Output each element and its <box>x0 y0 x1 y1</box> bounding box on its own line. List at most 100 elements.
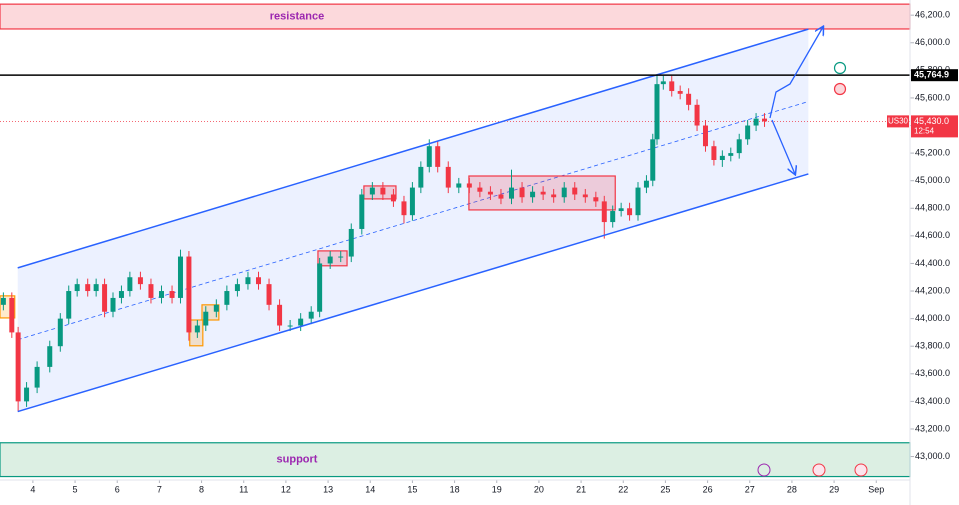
candle-body <box>234 284 240 292</box>
candle-body <box>15 332 21 402</box>
candle-body <box>618 208 624 212</box>
y-tick-label: 43,000.0 <box>915 451 950 461</box>
candle-body <box>224 291 230 305</box>
x-tick-label: 18 <box>450 484 460 494</box>
candle-body <box>0 297 6 305</box>
y-tick-label: 43,400.0 <box>915 396 950 406</box>
x-tick-label: 20 <box>534 484 544 494</box>
y-tick-label: 43,600.0 <box>915 368 950 378</box>
candle-body <box>34 366 40 388</box>
x-tick-label: 14 <box>365 484 375 494</box>
candle-body <box>610 211 616 223</box>
candle-body <box>702 125 708 147</box>
candle-body <box>728 153 734 156</box>
flag-icon[interactable] <box>854 463 868 477</box>
highlight-box <box>189 319 204 347</box>
candle-body <box>426 146 432 167</box>
channel-midline <box>17 101 809 341</box>
zone-label: support <box>277 454 318 466</box>
candle-body <box>298 318 304 326</box>
marked-level-label: 45,764.9 <box>914 70 949 80</box>
projection-arrow <box>769 27 823 119</box>
candle-body <box>477 187 483 192</box>
y-tick-label: 45,000.0 <box>915 175 950 185</box>
x-tick-label: 13 <box>323 484 333 494</box>
x-tick-label: 8 <box>199 484 204 494</box>
candle-body <box>359 194 365 229</box>
candle-body <box>308 311 314 319</box>
candle-body <box>277 304 283 326</box>
candle-body <box>266 284 272 305</box>
x-tick-label: 28 <box>787 484 797 494</box>
candle-body <box>660 81 666 85</box>
candle-body <box>169 291 175 298</box>
x-tick-label: 6 <box>115 484 120 494</box>
candle-body <box>540 191 546 195</box>
candle-body <box>572 187 578 195</box>
candle-body <box>177 256 183 298</box>
y-tick-label: 46,200.0 <box>915 10 950 20</box>
candle-body <box>137 277 143 285</box>
y-tick-label: 44,600.0 <box>915 230 950 240</box>
x-tick-label: 22 <box>618 484 628 494</box>
candle-body <box>47 346 53 367</box>
candle-body <box>677 91 683 94</box>
candle-body <box>530 191 536 198</box>
candle-body <box>213 304 219 312</box>
candle-body <box>401 201 407 216</box>
candle-body <box>245 277 251 285</box>
candle-body <box>736 139 742 154</box>
x-tick-label: 15 <box>407 484 417 494</box>
symbol-label: US30 <box>888 116 909 125</box>
y-tick-label: 46,000.0 <box>915 37 950 47</box>
x-tick-label: 29 <box>829 484 839 494</box>
candle-body <box>593 197 599 202</box>
candle-body <box>186 256 192 333</box>
x-tick-label: Sep <box>868 484 884 494</box>
y-tick-label: 45,200.0 <box>915 147 950 157</box>
candle-body <box>627 208 633 216</box>
candle-body <box>390 194 396 202</box>
projection-arrow <box>771 119 795 174</box>
candle-body <box>487 191 493 195</box>
candle-body <box>654 84 660 140</box>
candle-body <box>435 146 441 167</box>
y-tick-label: 44,400.0 <box>915 258 950 268</box>
x-tick-label: 25 <box>660 484 670 494</box>
channel-line <box>17 28 809 269</box>
candle-body <box>498 194 504 199</box>
zone <box>0 3 911 30</box>
x-tick-label: 12 <box>281 484 291 494</box>
x-tick-label: 4 <box>30 484 35 494</box>
candle-body <box>551 194 557 198</box>
y-tick-label: 44,000.0 <box>915 313 950 323</box>
candle-body <box>159 291 165 298</box>
candle-body <box>118 291 124 298</box>
candle-body <box>582 194 588 198</box>
y-tick-label: 44,200.0 <box>915 285 950 295</box>
candle-body <box>255 277 261 285</box>
candle-body <box>9 297 15 333</box>
candle-body <box>93 284 99 292</box>
channel-fill <box>17 29 809 412</box>
event-icon[interactable] <box>757 463 771 477</box>
candle-body <box>418 166 424 188</box>
candle-body <box>466 183 472 188</box>
candle-body <box>110 297 116 312</box>
flag-icon[interactable] <box>812 463 826 477</box>
x-tick-label: 26 <box>703 484 713 494</box>
last-price-label: 45,430.0 <box>914 116 949 126</box>
x-tick-label: 27 <box>745 484 755 494</box>
last-price-tag <box>911 115 958 138</box>
x-tick-label: 7 <box>157 484 162 494</box>
candle-body <box>643 180 649 188</box>
x-tick-label: 19 <box>492 484 502 494</box>
red-circle <box>833 82 847 96</box>
candle-body <box>24 387 30 402</box>
candle-body <box>686 93 692 105</box>
y-tick-label: 44,800.0 <box>915 203 950 213</box>
candle-body <box>380 187 386 195</box>
candle-body <box>338 256 344 258</box>
candle-body <box>194 325 200 333</box>
